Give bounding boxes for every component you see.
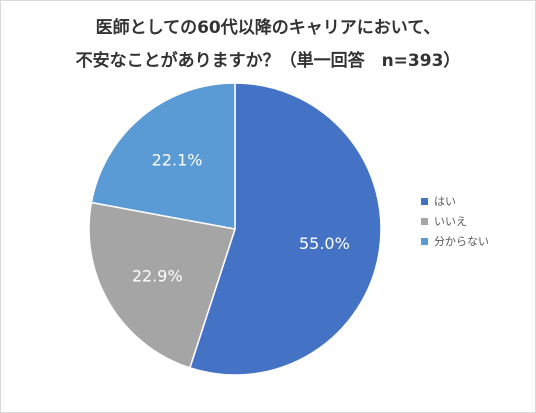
legend-label-no: いいえ (434, 215, 467, 228)
legend-label-unknown: 分からない (434, 235, 489, 248)
legend-swatch-no (421, 217, 428, 225)
slice-label-unknown: 22.1% (152, 150, 203, 169)
pie-slice-unknown (90, 82, 236, 230)
legend: はい いいえ 分からない (421, 191, 489, 251)
chart-title-line-1: 医師としての60代以降のキャリアにおいて、 (95, 18, 441, 38)
legend-item-yes: はい (421, 191, 489, 211)
slice-label-no: 22.9% (132, 266, 183, 285)
chart-title-line-2: 不安なことがありますか？（単一回答 n=393） (75, 51, 461, 71)
pie-slice-no (88, 201, 236, 369)
legend-item-no: いいえ (421, 211, 489, 231)
legend-swatch-yes (421, 197, 428, 205)
legend-label-yes: はい (434, 195, 456, 208)
slice-label-yes: 55.0% (299, 234, 350, 253)
pie-slice-yes (188, 82, 382, 376)
legend-item-unknown: 分からない (421, 231, 489, 251)
legend-swatch-unknown (421, 237, 428, 245)
